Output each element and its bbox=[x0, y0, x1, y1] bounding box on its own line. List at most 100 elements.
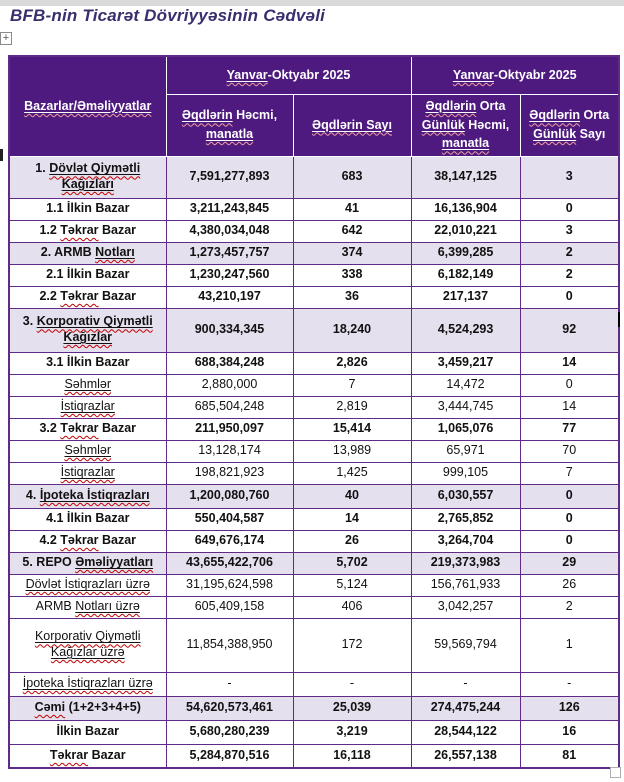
value-cell[interactable]: 156,761,933 bbox=[410, 573, 521, 597]
value-cell[interactable]: 688,384,248 bbox=[165, 351, 294, 375]
value-cell[interactable]: 338 bbox=[292, 263, 412, 287]
value-cell[interactable]: 15,414 bbox=[292, 417, 412, 441]
header-cell-metric-2[interactable]: Əqdlərin Sayı bbox=[292, 93, 412, 157]
value-cell[interactable]: 26,557,138 bbox=[410, 743, 521, 769]
value-cell[interactable]: 14,472 bbox=[410, 373, 521, 397]
value-cell[interactable]: 3,219 bbox=[292, 719, 412, 745]
value-cell[interactable]: 1,200,080,760 bbox=[165, 483, 294, 509]
value-cell[interactable]: 14 bbox=[292, 507, 412, 531]
value-cell[interactable]: 2,819 bbox=[292, 395, 412, 419]
value-cell[interactable]: 406 bbox=[292, 595, 412, 619]
value-cell[interactable]: 1,230,247,560 bbox=[165, 263, 294, 287]
value-cell[interactable]: 2 bbox=[519, 241, 620, 265]
value-cell[interactable]: 16 bbox=[519, 719, 620, 745]
row-label-cell[interactable]: 3. Korporativ Qiymətli Kağızlar bbox=[8, 307, 167, 353]
value-cell[interactable]: 7 bbox=[519, 461, 620, 485]
value-cell[interactable]: 0 bbox=[519, 507, 620, 531]
value-cell[interactable]: 7 bbox=[292, 373, 412, 397]
row-label-cell[interactable]: Səhmlər bbox=[8, 439, 167, 463]
value-cell[interactable]: 900,334,345 bbox=[165, 307, 294, 353]
value-cell[interactable]: 211,950,097 bbox=[165, 417, 294, 441]
value-cell[interactable]: 550,404,587 bbox=[165, 507, 294, 531]
value-cell[interactable]: 999,105 bbox=[410, 461, 521, 485]
value-cell[interactable]: 13,128,174 bbox=[165, 439, 294, 463]
value-cell[interactable]: 16,136,904 bbox=[410, 197, 521, 221]
row-label-cell[interactable]: Cəmi (1+2+3+4+5) bbox=[8, 695, 167, 721]
value-cell[interactable]: 5,680,280,239 bbox=[165, 719, 294, 745]
value-cell[interactable]: 274,475,244 bbox=[410, 695, 521, 721]
value-cell[interactable]: 2 bbox=[519, 595, 620, 619]
value-cell[interactable]: 14 bbox=[519, 395, 620, 419]
row-label-cell[interactable]: Dövlət İstiqrazları üzrə bbox=[8, 573, 167, 597]
value-cell[interactable]: 3 bbox=[519, 155, 620, 199]
value-cell[interactable]: 1,273,457,757 bbox=[165, 241, 294, 265]
value-cell[interactable]: 41 bbox=[292, 197, 412, 221]
value-cell[interactable]: 605,409,158 bbox=[165, 595, 294, 619]
value-cell[interactable]: 36 bbox=[292, 285, 412, 309]
header-cell-period-1[interactable]: Yanvar-Oktyabr 2025 bbox=[165, 55, 412, 95]
value-cell[interactable]: 0 bbox=[519, 197, 620, 221]
value-cell[interactable]: - bbox=[292, 671, 412, 697]
value-cell[interactable]: 649,676,174 bbox=[165, 529, 294, 553]
value-cell[interactable]: 16,118 bbox=[292, 743, 412, 769]
value-cell[interactable]: 65,971 bbox=[410, 439, 521, 463]
row-label-cell[interactable]: 4.2 Təkrar Bazar bbox=[8, 529, 167, 553]
value-cell[interactable]: 0 bbox=[519, 483, 620, 509]
value-cell[interactable]: 5,124 bbox=[292, 573, 412, 597]
value-cell[interactable]: 2,826 bbox=[292, 351, 412, 375]
value-cell[interactable]: 26 bbox=[292, 529, 412, 553]
row-label-cell[interactable]: 5. REPO Əməliyyatları bbox=[8, 551, 167, 575]
value-cell[interactable]: 6,182,149 bbox=[410, 263, 521, 287]
value-cell[interactable]: 3,459,217 bbox=[410, 351, 521, 375]
value-cell[interactable]: 2 bbox=[519, 263, 620, 287]
row-label-cell[interactable]: 1.2 Təkrar Bazar bbox=[8, 219, 167, 243]
value-cell[interactable]: - bbox=[165, 671, 294, 697]
value-cell[interactable]: 3,211,243,845 bbox=[165, 197, 294, 221]
value-cell[interactable]: 81 bbox=[519, 743, 620, 769]
row-label-cell[interactable]: 2.2 Təkrar Bazar bbox=[8, 285, 167, 309]
value-cell[interactable]: 22,010,221 bbox=[410, 219, 521, 243]
value-cell[interactable]: 70 bbox=[519, 439, 620, 463]
value-cell[interactable]: 29 bbox=[519, 551, 620, 575]
value-cell[interactable]: 219,373,983 bbox=[410, 551, 521, 575]
row-label-cell[interactable]: 1. Dövlət Qiymətli Kağızları bbox=[8, 155, 167, 199]
value-cell[interactable]: 14 bbox=[519, 351, 620, 375]
value-cell[interactable]: 3,042,257 bbox=[410, 595, 521, 619]
value-cell[interactable]: 25,039 bbox=[292, 695, 412, 721]
value-cell[interactable]: 92 bbox=[519, 307, 620, 353]
value-cell[interactable]: 18,240 bbox=[292, 307, 412, 353]
row-label-cell[interactable]: 1.1 İlkin Bazar bbox=[8, 197, 167, 221]
value-cell[interactable]: 4,380,034,048 bbox=[165, 219, 294, 243]
value-cell[interactable]: 11,854,388,950 bbox=[165, 617, 294, 673]
value-cell[interactable]: 1 bbox=[519, 617, 620, 673]
table-resize-handle[interactable] bbox=[610, 767, 621, 778]
value-cell[interactable]: 0 bbox=[519, 373, 620, 397]
row-label-cell[interactable]: İstiqrazlar bbox=[8, 461, 167, 485]
value-cell[interactable]: 43,655,422,706 bbox=[165, 551, 294, 575]
value-cell[interactable]: 13,989 bbox=[292, 439, 412, 463]
value-cell[interactable]: 28,544,122 bbox=[410, 719, 521, 745]
value-cell[interactable]: 7,591,277,893 bbox=[165, 155, 294, 199]
row-label-cell[interactable]: İstiqrazlar bbox=[8, 395, 167, 419]
table-move-handle-icon[interactable]: + bbox=[0, 32, 12, 45]
row-label-cell[interactable]: ARMB Notları üzrə bbox=[8, 595, 167, 619]
value-cell[interactable]: 26 bbox=[519, 573, 620, 597]
value-cell[interactable]: 1,065,076 bbox=[410, 417, 521, 441]
value-cell[interactable]: 685,504,248 bbox=[165, 395, 294, 419]
value-cell[interactable]: 0 bbox=[519, 285, 620, 309]
value-cell[interactable]: 77 bbox=[519, 417, 620, 441]
value-cell[interactable]: 6,399,285 bbox=[410, 241, 521, 265]
row-label-cell[interactable]: 3.2 Təkrar Bazar bbox=[8, 417, 167, 441]
row-label-cell[interactable]: 2. ARMB Notları bbox=[8, 241, 167, 265]
value-cell[interactable]: 31,195,624,598 bbox=[165, 573, 294, 597]
row-label-cell[interactable]: İpoteka İstiqrazları üzrə bbox=[8, 671, 167, 697]
header-cell-markets-operations[interactable]: Bazarlar/Əməliyyatlar bbox=[8, 55, 167, 157]
value-cell[interactable]: - bbox=[410, 671, 521, 697]
row-label-cell[interactable]: 4. İpoteka İstiqrazları bbox=[8, 483, 167, 509]
value-cell[interactable]: 3,264,704 bbox=[410, 529, 521, 553]
value-cell[interactable]: 683 bbox=[292, 155, 412, 199]
value-cell[interactable]: 6,030,557 bbox=[410, 483, 521, 509]
row-label-cell[interactable]: Səhmlər bbox=[8, 373, 167, 397]
value-cell[interactable]: 374 bbox=[292, 241, 412, 265]
value-cell[interactable]: 217,137 bbox=[410, 285, 521, 309]
